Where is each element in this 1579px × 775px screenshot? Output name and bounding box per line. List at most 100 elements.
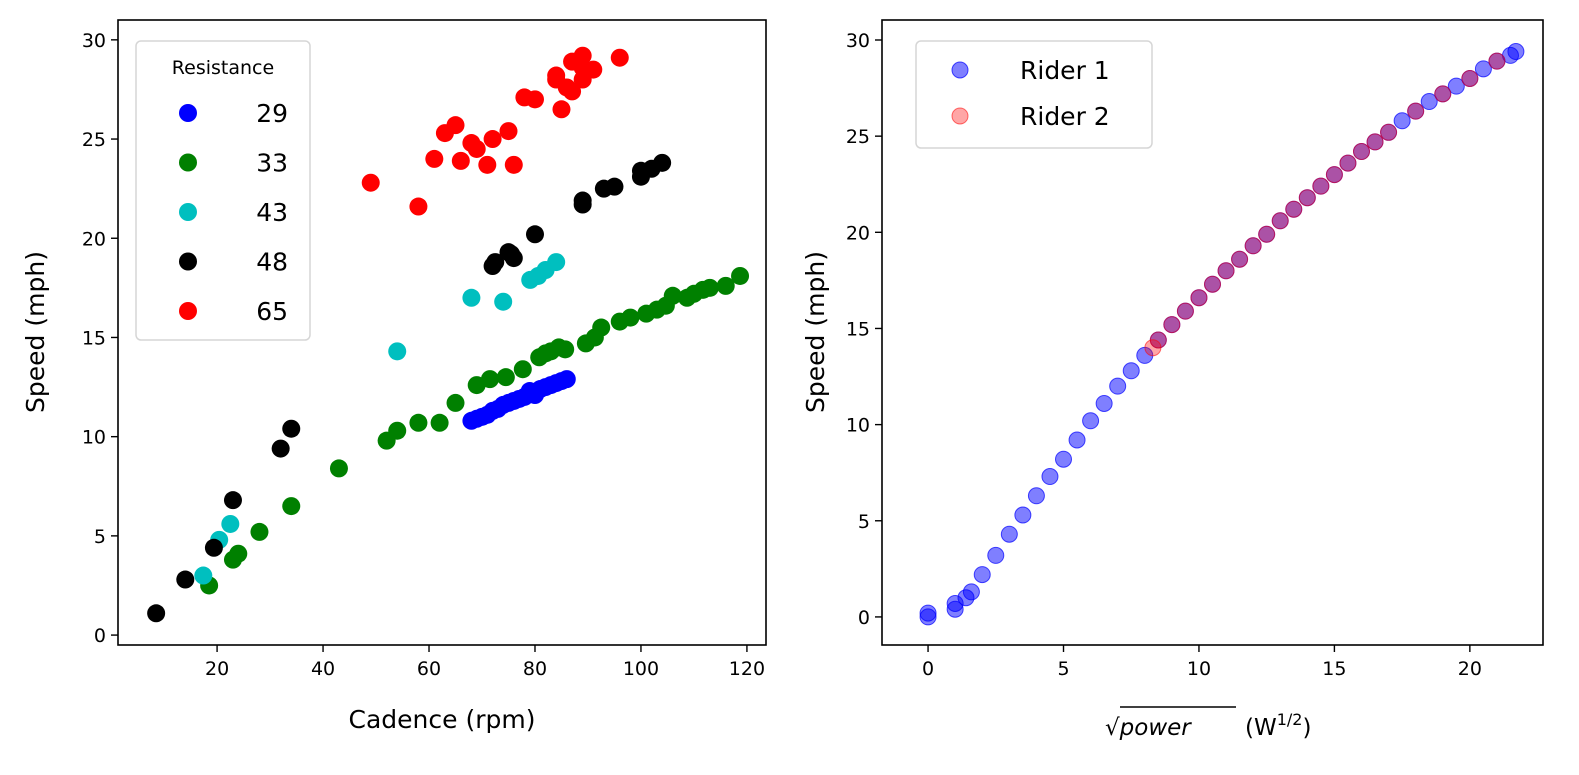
y-tick-label: 25 [82, 129, 106, 151]
y-tick-label: 15 [846, 318, 870, 340]
data-point [552, 100, 571, 119]
y-tick-label: 30 [846, 30, 870, 52]
legend-marker [179, 302, 197, 320]
data-point [1068, 431, 1086, 449]
data-point [1507, 43, 1525, 61]
data-point [194, 566, 213, 585]
legend-marker [179, 203, 197, 221]
series-rider-2 [1144, 52, 1506, 357]
y-tick-label: 0 [94, 625, 106, 647]
left-scatter-plot: Cadence (rpm) Speed (mph) 20 40 60 80 100 120… [21, 19, 767, 734]
legend-label: 48 [256, 248, 288, 277]
data-point [1447, 77, 1465, 95]
data-point [486, 253, 505, 272]
data-point [573, 195, 592, 214]
data-point [282, 497, 301, 516]
data-point [1461, 69, 1479, 87]
svg-text:(W1/2): (W1/2) [1245, 710, 1311, 741]
data-point [1380, 123, 1398, 141]
x-tick-label: 5 [1057, 658, 1069, 680]
data-point [731, 266, 750, 285]
sqrt-symbol: √ [1105, 715, 1120, 741]
data-point [973, 566, 991, 584]
data-point [1407, 102, 1425, 120]
legend-marker [951, 61, 969, 79]
x-tick-label: 40 [311, 658, 335, 680]
data-point [409, 197, 428, 216]
y-tick-label: 10 [82, 427, 106, 449]
legend-marker [179, 153, 197, 172]
data-point [605, 177, 624, 196]
data-point [483, 130, 502, 149]
x-tick-label: 80 [523, 658, 547, 680]
data-point [987, 546, 1005, 564]
x-tick-label: 20 [205, 658, 229, 680]
data-point [467, 139, 486, 158]
data-point [1204, 275, 1221, 293]
axes-frame [881, 19, 1544, 646]
y-tick-label: 0 [858, 607, 870, 629]
data-point [496, 368, 515, 387]
data-point [271, 439, 290, 458]
axes-frame [117, 19, 767, 646]
data-point [229, 544, 248, 563]
data-point [1149, 331, 1167, 349]
data-point [1176, 302, 1194, 320]
data-point [1352, 143, 1370, 161]
y-axis-label: Speed (mph) [801, 251, 830, 413]
data-point [563, 82, 582, 101]
data-point [1434, 85, 1452, 103]
x-tick-label: 10 [1187, 658, 1211, 680]
data-point [1027, 487, 1045, 505]
data-point [1122, 362, 1140, 380]
x-axis-label: Cadence (rpm) [349, 705, 536, 734]
x-tick-label: 60 [417, 658, 441, 680]
data-point [525, 225, 544, 244]
legend-marker [179, 252, 197, 271]
svg-text:√power: √power [1105, 715, 1192, 741]
legend-label: Rider 1 [1020, 56, 1110, 85]
data-point [147, 604, 166, 623]
data-point [1312, 177, 1330, 195]
data-point [462, 288, 481, 307]
data-point [223, 491, 242, 510]
data-point [700, 278, 719, 297]
y-tick-label: 5 [858, 511, 870, 533]
data-point [1420, 93, 1438, 111]
x-tick-label: 0 [922, 658, 934, 680]
x-tick-label: 20 [1458, 658, 1482, 680]
legend-marker [179, 104, 197, 122]
data-point [1258, 225, 1276, 243]
legend-label: 29 [256, 99, 288, 128]
data-point [1217, 262, 1235, 280]
data-point [1082, 412, 1100, 430]
legend-label: 33 [256, 149, 288, 178]
data-point [480, 370, 499, 389]
data-point [919, 604, 937, 622]
data-point [176, 570, 195, 589]
data-point [557, 370, 576, 389]
data-point [1271, 212, 1289, 230]
data-point [361, 173, 380, 192]
x-axis-label: √power (W1/2) [1105, 706, 1311, 741]
data-point [525, 90, 544, 109]
data-point [1339, 154, 1357, 172]
data-point [282, 419, 301, 438]
y-tick-label: 5 [94, 526, 106, 548]
x-tick-label: 120 [729, 658, 765, 680]
series-48 [147, 153, 672, 623]
data-point [329, 459, 348, 478]
legend-label: 43 [256, 198, 288, 227]
series-33 [200, 266, 750, 595]
data-point [1244, 237, 1262, 255]
data-point [1041, 468, 1059, 486]
data-point [1393, 112, 1411, 130]
legend: Rider 1 Rider 2 [915, 40, 1153, 149]
data-point [1190, 289, 1208, 307]
legend-label: 65 [256, 297, 288, 326]
y-tick-label: 15 [82, 327, 106, 349]
data-point [716, 276, 735, 295]
data-point [1163, 316, 1181, 334]
data-point [1109, 377, 1127, 395]
